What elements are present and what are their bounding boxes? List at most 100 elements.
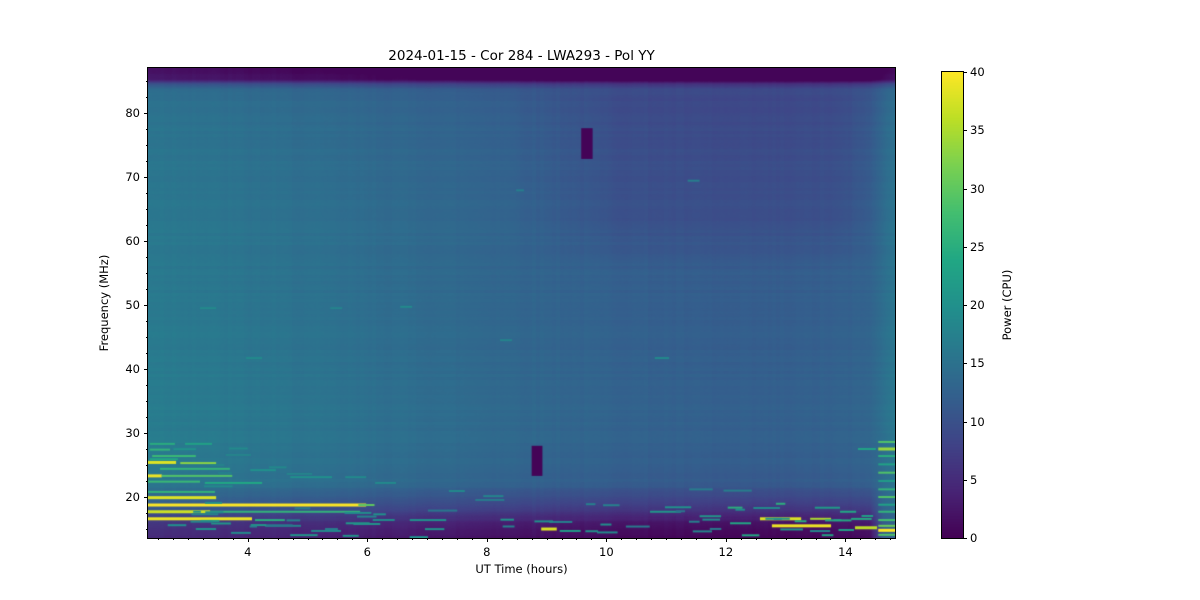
x-minor-tick <box>382 538 384 540</box>
colorbar-tick-label: 40 <box>970 65 985 79</box>
x-minor-tick <box>681 538 683 540</box>
colorbar-label: Power (CPU) <box>1000 269 1014 341</box>
x-minor-tick <box>188 538 190 540</box>
colorbar-tick-label: 15 <box>970 356 985 371</box>
x-minor-tick <box>591 538 593 540</box>
x-minor-tick <box>621 538 623 540</box>
x-major-tick <box>367 538 369 542</box>
x-tick-label: 12 <box>718 545 734 559</box>
x-minor-tick <box>412 538 414 540</box>
x-minor-tick <box>158 538 160 540</box>
y-minor-tick <box>146 224 148 226</box>
y-minor-tick <box>146 336 148 338</box>
x-minor-tick <box>546 538 548 540</box>
x-minor-tick <box>442 538 444 540</box>
y-tick-label: 70 <box>125 169 140 184</box>
y-tick-label: 80 <box>125 105 140 120</box>
x-tick-label: 10 <box>599 545 614 559</box>
x-minor-tick <box>337 538 339 540</box>
x-major-tick <box>606 538 608 542</box>
colorbar <box>941 71 964 539</box>
x-minor-tick <box>875 538 877 540</box>
colorbar-tick <box>963 305 967 306</box>
x-minor-tick <box>710 538 712 540</box>
y-minor-tick <box>146 416 148 418</box>
x-major-tick <box>845 538 847 542</box>
x-tick-label: 14 <box>838 545 853 559</box>
y-minor-tick <box>146 208 148 210</box>
x-minor-tick <box>890 538 892 540</box>
y-minor-tick <box>146 529 148 531</box>
x-tick-label: 6 <box>363 545 371 559</box>
y-minor-tick <box>146 192 148 194</box>
x-axis-label: UT Time (hours) <box>475 562 568 576</box>
y-minor-tick <box>146 96 148 98</box>
x-minor-tick <box>277 538 279 540</box>
colorbar-tick <box>963 130 967 132</box>
colorbar-tick-label: 5 <box>970 472 978 487</box>
plot-area <box>147 67 896 539</box>
y-minor-tick <box>146 465 148 466</box>
x-minor-tick <box>651 538 653 540</box>
y-minor-tick <box>146 144 148 146</box>
x-tick-label: 4 <box>244 545 252 559</box>
y-tick-label: 30 <box>125 425 140 440</box>
x-minor-tick <box>292 538 294 540</box>
x-minor-tick <box>501 538 503 540</box>
x-minor-tick <box>636 538 638 540</box>
x-minor-tick <box>755 538 757 540</box>
x-minor-tick <box>456 538 458 540</box>
y-tick-label: 20 <box>125 490 140 505</box>
y-tick-label: 50 <box>125 297 140 312</box>
y-tick-label: 60 <box>125 233 140 248</box>
x-minor-tick <box>471 538 473 540</box>
x-minor-tick <box>397 538 399 540</box>
x-minor-tick <box>815 538 817 540</box>
y-minor-tick <box>146 256 148 258</box>
colorbar-tick-label: 25 <box>970 239 985 254</box>
x-minor-tick <box>232 538 234 540</box>
x-major-tick <box>247 538 249 542</box>
y-minor-tick <box>146 481 148 482</box>
y-minor-tick <box>146 128 148 130</box>
x-minor-tick <box>307 538 309 540</box>
y-major-tick <box>144 432 148 434</box>
x-tick-label: 8 <box>483 545 491 559</box>
y-major-tick <box>144 240 148 242</box>
y-minor-tick <box>146 80 148 82</box>
x-minor-tick <box>830 538 832 540</box>
y-minor-tick <box>146 513 148 515</box>
y-minor-tick <box>146 384 148 386</box>
x-minor-tick <box>695 538 697 540</box>
x-minor-tick <box>561 538 563 540</box>
y-minor-tick <box>146 288 148 290</box>
y-axis-label: Frequency (MHz) <box>97 254 111 352</box>
y-major-tick <box>144 304 148 306</box>
x-minor-tick <box>740 538 742 540</box>
y-tick-label: 40 <box>125 361 140 376</box>
y-major-tick <box>144 497 148 499</box>
colorbar-tick-label: 30 <box>970 181 985 196</box>
y-major-tick <box>144 368 148 370</box>
spectrogram-canvas <box>148 68 895 538</box>
y-minor-tick <box>146 400 148 402</box>
x-minor-tick <box>427 538 429 540</box>
y-minor-tick <box>146 160 148 162</box>
colorbar-tick <box>963 479 967 481</box>
x-major-tick <box>725 538 727 542</box>
colorbar-tick <box>963 363 967 365</box>
plot-title: 2024-01-15 - Cor 284 - LWA293 - Pol YY <box>388 48 655 64</box>
x-minor-tick <box>800 538 802 540</box>
x-minor-tick <box>322 538 324 540</box>
y-major-tick <box>144 112 148 114</box>
y-minor-tick <box>146 448 148 450</box>
colorbar-tick <box>963 421 967 423</box>
colorbar-tick <box>963 538 967 539</box>
colorbar-tick <box>963 72 967 73</box>
colorbar-tick <box>963 246 967 248</box>
colorbar-tick-label: 20 <box>970 298 985 312</box>
colorbar-tick-label: 35 <box>970 123 985 138</box>
x-minor-tick <box>576 538 578 540</box>
y-minor-tick <box>146 320 148 322</box>
